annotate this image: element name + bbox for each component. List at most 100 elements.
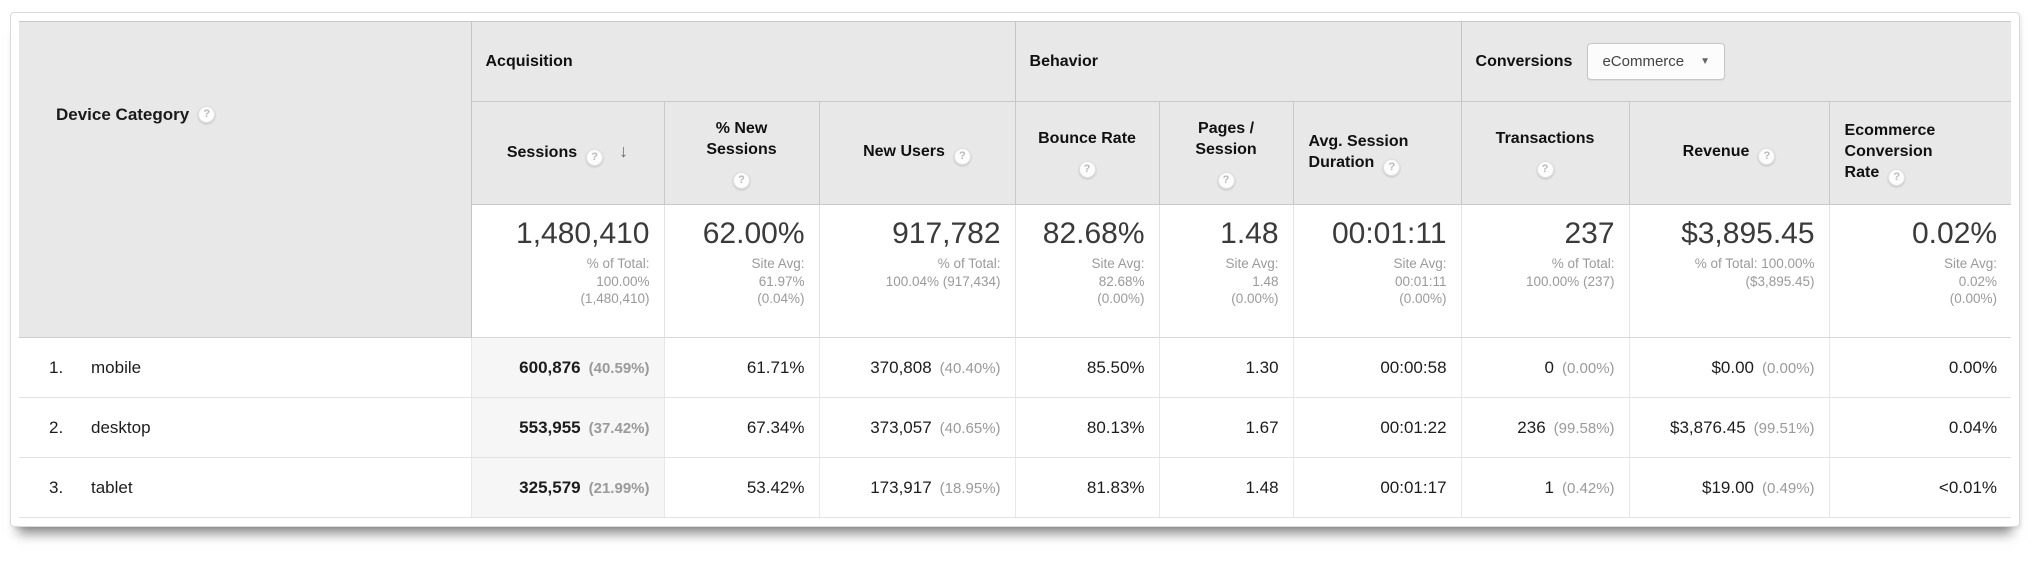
totals-cell-sessions: 1,480,410 % of Total: 100.00% (1,480,410… <box>470 204 664 338</box>
cell-pct-new-sessions: 53.42% <box>663 457 819 518</box>
table-row-mobile: 1. mobile 600,876 (40.59%) 61.71% 370,808 (… <box>19 337 2012 398</box>
group-conversions-label: Conversions <box>1475 52 1573 70</box>
revenue-percent: (0.49%) <box>1762 479 1815 497</box>
cell-ecommerce-conversion-rate: <0.01% <box>1828 457 2012 518</box>
group-header-behavior: Behavior <box>1014 21 1462 102</box>
revenue-value: $0.00 <box>1711 357 1754 377</box>
totals-sessions-subtext: % of Total: 100.00% (1,480,410) <box>580 256 650 306</box>
cell-pages-session: 1.48 <box>1158 457 1294 518</box>
cell-new-users: 370,808 (40.40%) <box>818 337 1016 398</box>
revenue-percent: (0.00%) <box>1762 359 1815 377</box>
dimension-header-label: Device Category <box>56 104 190 124</box>
ecr-value: 0.04% <box>1948 417 1998 437</box>
cell-device-category: 3. tablet <box>19 457 471 518</box>
analytics-data-table: Device Category ? Acquisition Behavior C… <box>10 12 2021 527</box>
avg-duration-header-line1: Avg. Session <box>1308 132 1409 150</box>
totals-transactions-subtext: % of Total: 100.00% (237) <box>1525 256 1615 289</box>
cell-avg-session-duration: 00:01:17 <box>1292 457 1462 518</box>
help-icon[interactable]: ? <box>1888 169 1906 186</box>
column-header-bounce-rate[interactable]: Bounce Rate ? <box>1014 101 1160 205</box>
totals-cell-revenue: $3,895.45 % of Total: 100.00% ($3,895.45… <box>1628 204 1830 338</box>
totals-ecr-value: 0.02% <box>1911 217 1998 250</box>
row-rank: 2. <box>49 417 64 437</box>
new-users-value: 370,808 <box>870 357 932 377</box>
cell-bounce-rate: 81.83% <box>1014 457 1160 518</box>
cell-sessions: 325,579 (21.99%) <box>470 457 664 518</box>
bounce-rate-value: 80.13% <box>1086 417 1145 437</box>
device-category-value: mobile <box>91 357 142 377</box>
help-icon[interactable]: ? <box>733 171 750 189</box>
help-icon[interactable]: ? <box>953 148 971 165</box>
dimension-header-cell: Device Category ? <box>19 21 472 338</box>
help-icon[interactable]: ? <box>1217 171 1235 189</box>
cell-pages-session: 1.30 <box>1158 337 1294 398</box>
totals-avg-duration-subtext: Site Avg: 00:01:11 (0.00%) <box>1393 256 1447 306</box>
column-header-pages-session[interactable]: Pages / Session ? <box>1158 101 1294 205</box>
sessions-percent: (40.59%) <box>588 359 650 377</box>
help-icon[interactable]: ? <box>586 148 604 166</box>
new-users-header-label: New Users <box>863 143 945 160</box>
column-header-sessions[interactable]: Sessions? ↓ <box>470 101 664 205</box>
pct-new-sessions-value: 67.34% <box>746 417 805 437</box>
cell-device-category: 2. desktop <box>19 397 471 458</box>
new-users-value: 373,057 <box>870 417 932 437</box>
row-rank: 1. <box>49 357 64 377</box>
totals-cell-bounce-rate: 82.68% Site Avg: 82.68% (0.00%) <box>1014 204 1160 338</box>
transactions-percent: (0.00%) <box>1562 359 1615 377</box>
bounce-rate-header-label: Bounce Rate <box>1038 130 1136 147</box>
help-icon[interactable]: ? <box>1758 148 1776 165</box>
ecr-header-line2: Conversion <box>1844 143 1933 160</box>
totals-ecr-subtext: Site Avg: 0.02% (0.00%) <box>1944 256 1998 306</box>
row-rank: 3. <box>49 477 64 497</box>
cell-revenue: $3,876.45 (99.51%) <box>1628 397 1830 458</box>
new-users-value: 173,917 <box>870 477 932 497</box>
sessions-value: 600,876 <box>519 357 581 377</box>
revenue-percent: (99.51%) <box>1753 419 1815 437</box>
help-icon[interactable]: ? <box>1383 158 1401 176</box>
avg-duration-value: 00:01:17 <box>1380 477 1447 497</box>
ecr-value: <0.01% <box>1938 477 1998 497</box>
transactions-header-label: Transactions <box>1495 130 1595 147</box>
pages-session-header-line1: Pages / <box>1198 119 1255 137</box>
column-header-avg-session-duration[interactable]: Avg. Session Duration? <box>1292 101 1462 205</box>
totals-avg-duration-value: 00:01:11 <box>1331 217 1447 250</box>
conversions-goal-dropdown[interactable]: eCommerce ▼ <box>1587 43 1726 80</box>
totals-sessions-value: 1,480,410 <box>516 217 650 250</box>
group-header-acquisition: Acquisition <box>471 21 1016 102</box>
help-icon[interactable]: ? <box>1536 161 1554 178</box>
sessions-value: 553,955 <box>519 417 581 437</box>
sessions-value: 325,579 <box>519 477 581 497</box>
cell-revenue: $19.00 (0.49%) <box>1628 457 1830 518</box>
column-header-revenue[interactable]: Revenue? <box>1628 101 1830 205</box>
column-header-transactions[interactable]: Transactions ? <box>1460 101 1630 205</box>
avg-duration-header-line2: Duration <box>1308 153 1375 171</box>
help-icon[interactable]: ? <box>198 106 216 123</box>
cell-transactions: 1 (0.42%) <box>1460 457 1630 518</box>
revenue-header-label: Revenue <box>1682 143 1750 160</box>
cell-bounce-rate: 80.13% <box>1014 397 1160 458</box>
cell-pct-new-sessions: 61.71% <box>663 337 819 398</box>
pages-session-value: 1.67 <box>1245 417 1279 437</box>
cell-avg-session-duration: 00:01:22 <box>1292 397 1462 458</box>
column-header-ecommerce-conversion-rate[interactable]: Ecommerce Conversion Rate? <box>1828 101 2012 205</box>
transactions-value: 236 <box>1517 417 1546 437</box>
totals-pages-session-subtext: Site Avg: 1.48 (0.00%) <box>1225 256 1279 306</box>
sort-descending-icon[interactable]: ↓ <box>619 140 629 161</box>
cell-transactions: 0 (0.00%) <box>1460 337 1630 398</box>
group-header-conversions: Conversions eCommerce ▼ <box>1460 21 2012 102</box>
totals-pages-session-value: 1.48 <box>1220 217 1279 250</box>
pages-session-value: 1.30 <box>1245 357 1279 377</box>
sessions-percent: (37.42%) <box>588 419 650 437</box>
column-header-new-users[interactable]: New Users? <box>818 101 1016 205</box>
sessions-header-label: Sessions <box>506 143 578 161</box>
totals-cell-pct-new-sessions: 62.00% Site Avg: 61.97% (0.04%) <box>663 204 819 338</box>
help-icon[interactable]: ? <box>1078 161 1096 178</box>
new-users-percent: (40.40%) <box>939 359 1001 377</box>
group-acquisition-label: Acquisition <box>485 52 573 70</box>
column-header-pct-new-sessions[interactable]: % New Sessions ? <box>663 101 819 205</box>
pages-session-value: 1.48 <box>1245 477 1279 497</box>
transactions-percent: (0.42%) <box>1562 479 1615 497</box>
totals-cell-transactions: 237 % of Total: 100.00% (237) <box>1460 204 1630 338</box>
cell-transactions: 236 (99.58%) <box>1460 397 1630 458</box>
cell-avg-session-duration: 00:00:58 <box>1292 337 1462 398</box>
